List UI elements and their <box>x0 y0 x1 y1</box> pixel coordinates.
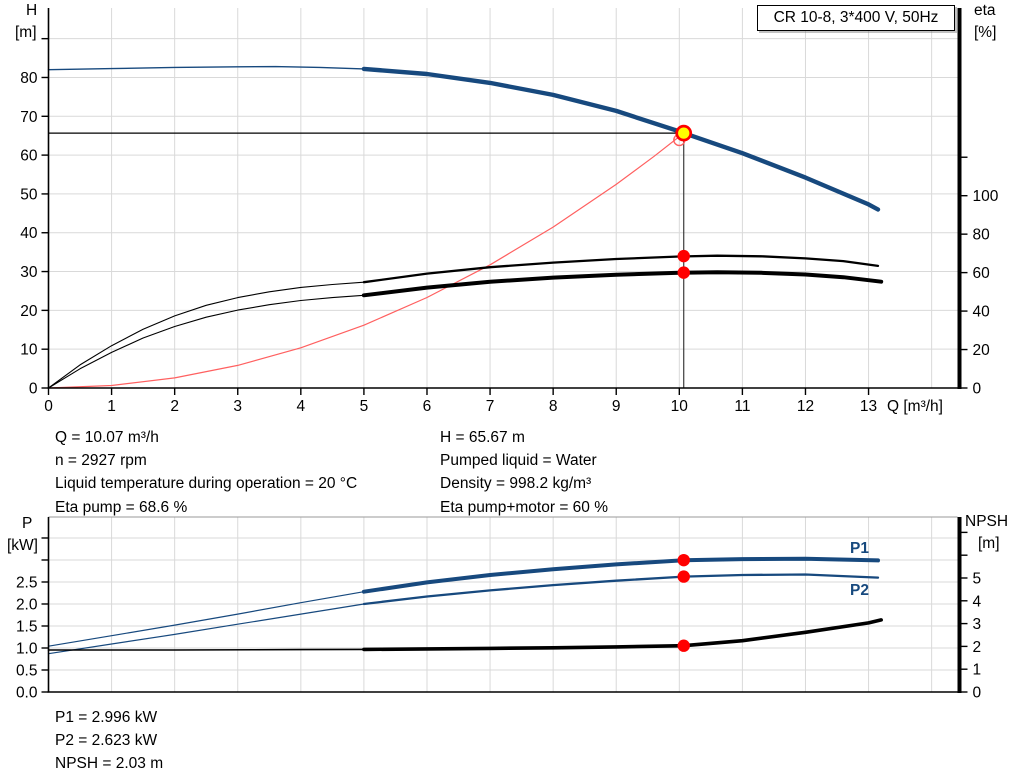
eta-axis-label: eta <box>974 2 996 19</box>
p1-curve <box>361 556 880 594</box>
eta-axis-unit: [%] <box>974 24 997 41</box>
svg-text:10: 10 <box>671 398 689 415</box>
svg-text:2: 2 <box>170 398 179 415</box>
p-axis-unit: [kW] <box>7 537 38 554</box>
eta-pump-motor-curve-low-flow <box>47 294 365 389</box>
svg-text:0: 0 <box>973 685 982 702</box>
svg-text:9: 9 <box>612 398 621 415</box>
duty-point-marker <box>675 124 693 142</box>
svg-text:4: 4 <box>973 593 982 610</box>
svg-text:12: 12 <box>797 398 814 415</box>
density-readout: Density = 998.2 kg/m³ <box>440 475 592 493</box>
svg-text:0: 0 <box>29 381 38 398</box>
npsh-curve <box>362 618 883 652</box>
p2-duty-marker <box>677 570 690 583</box>
power-info-column: P1 = 2.996 kW P2 = 2.623 kW NPSH = 2.03 … <box>55 706 163 776</box>
p2-curve-low-flow <box>47 603 365 655</box>
eta-pump-readout: Eta pump = 68.6 % <box>55 498 188 516</box>
npsh-duty-marker <box>677 639 690 652</box>
svg-text:0: 0 <box>973 381 982 398</box>
eta-pump-curve <box>362 254 880 284</box>
h-axis-label: H <box>26 2 38 19</box>
svg-text:1: 1 <box>973 662 982 679</box>
head-readout: H = 65.67 m <box>440 429 525 446</box>
svg-text:1.0: 1.0 <box>16 640 38 657</box>
system-curve <box>47 132 685 389</box>
svg-text:3: 3 <box>973 616 982 633</box>
svg-text:10: 10 <box>20 342 38 359</box>
head-curve <box>361 66 881 212</box>
svg-text:40: 40 <box>20 225 38 242</box>
eta-pump-curve-low-flow <box>47 281 365 389</box>
p1-curve-low-flow <box>47 591 365 647</box>
eta-pump-motor-duty-marker <box>677 266 690 279</box>
svg-text:1.5: 1.5 <box>16 618 38 635</box>
svg-text:50: 50 <box>20 186 38 203</box>
liquid-temp-readout: Liquid temperature during operation = 20… <box>55 475 358 493</box>
svg-text:3: 3 <box>233 398 242 415</box>
pump-model-label: CR 10-8, 3*400 V, 50Hz <box>757 5 955 31</box>
flow-readout: Q = 10.07 m³/h <box>55 429 159 446</box>
npsh-curve-low-flow <box>47 648 365 651</box>
svg-text:13: 13 <box>860 398 877 415</box>
svg-text:20: 20 <box>973 342 991 359</box>
duty-info-left-column: Q = 10.07 m³/h n = 2927 rpm Liquid tempe… <box>55 426 357 519</box>
svg-text:80: 80 <box>973 227 991 244</box>
svg-text:5: 5 <box>360 398 369 415</box>
p1-duty-marker <box>677 553 690 567</box>
svg-text:0.0: 0.0 <box>16 685 38 702</box>
eta-pump-motor-readout: Eta pump+motor = 60 % <box>440 498 609 516</box>
svg-text:0.5: 0.5 <box>16 662 38 679</box>
p1-series-label: P1 <box>850 540 869 557</box>
head-curve-low-flow <box>47 65 365 71</box>
svg-text:2: 2 <box>973 639 982 656</box>
p1-readout: P1 = 2.996 kW <box>55 709 158 726</box>
eta-pump-duty-marker <box>677 249 690 263</box>
svg-text:0: 0 <box>44 398 53 415</box>
svg-text:20: 20 <box>20 303 38 320</box>
p-axis-label: P <box>22 515 33 532</box>
svg-text:100: 100 <box>973 188 999 205</box>
svg-text:1: 1 <box>107 398 116 415</box>
svg-text:30: 30 <box>20 264 38 281</box>
eta-pump-motor-curve <box>361 270 884 298</box>
p2-readout: P2 = 2.623 kW <box>55 732 158 750</box>
svg-text:2.5: 2.5 <box>16 574 38 591</box>
svg-text:2.0: 2.0 <box>16 596 38 613</box>
svg-text:8: 8 <box>549 398 558 415</box>
svg-text:5: 5 <box>973 570 982 587</box>
svg-text:70: 70 <box>20 109 38 126</box>
svg-text:80: 80 <box>20 70 38 87</box>
speed-readout: n = 2927 rpm <box>55 452 147 470</box>
svg-text:6: 6 <box>423 398 432 415</box>
npsh-readout: NPSH = 2.03 m <box>55 755 164 773</box>
duty-info-right-column: H = 65.67 m Pumped liquid = Water Densit… <box>440 426 608 519</box>
pumped-liquid-readout: Pumped liquid = Water <box>440 452 597 470</box>
svg-text:60: 60 <box>20 148 38 165</box>
p2-series-label: P2 <box>850 582 869 599</box>
svg-text:7: 7 <box>486 398 495 415</box>
svg-text:40: 40 <box>973 304 991 321</box>
power-npsh-chart: 0.0 0.5 1.0 1.5 2.0 2.5 0 1 2 3 4 5 <box>16 516 982 702</box>
npsh-axis-unit: [m] <box>978 535 1000 552</box>
q-axis-label: Q [m³/h] <box>887 398 943 415</box>
svg-text:60: 60 <box>973 265 991 282</box>
svg-text:4: 4 <box>297 398 306 415</box>
npsh-axis-label: NPSH <box>965 513 1009 530</box>
svg-text:11: 11 <box>734 398 750 415</box>
p2-curve <box>362 573 880 606</box>
h-axis-unit: [m] <box>15 24 37 41</box>
